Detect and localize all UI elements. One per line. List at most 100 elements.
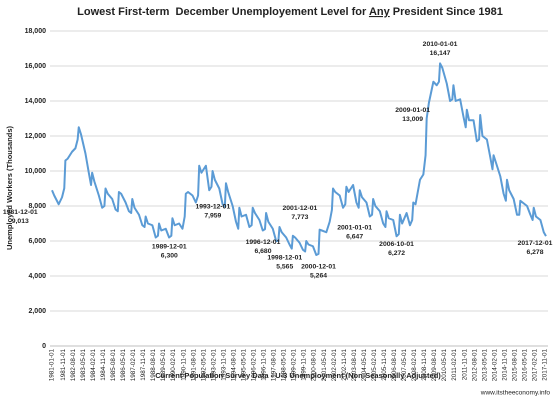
annotation-date: 2001-12-01 [283, 205, 318, 212]
title-part: President Since 1981 [390, 6, 503, 18]
x-tick-label: 1990-02-01 [170, 349, 177, 382]
x-tick-label: 2008-11-01 [421, 349, 428, 381]
annotation: 1996-12-01 6,680 [246, 239, 281, 255]
y-tick-label: 18,000 [25, 28, 47, 35]
annotation-value: 5,565 [276, 263, 293, 270]
x-tick-label: 1987-02-01 [130, 349, 137, 382]
annotation-date: 2009-01-01 [395, 107, 430, 114]
annotation-date: 1981-12-01 [3, 209, 38, 216]
x-tick-label: 1993-11-01 [220, 349, 227, 381]
x-tick-label: 1993-02-01 [210, 349, 217, 382]
y-tick-label: 8,000 [28, 203, 46, 210]
y-tick-label: 12,000 [25, 133, 47, 140]
x-tick-label: 1997-08-01 [271, 349, 278, 382]
x-tick-label: 1984-02-01 [90, 349, 97, 382]
annotation: 2000-12-01 5,264 [301, 264, 336, 280]
x-tick-label: 2013-05-01 [481, 349, 488, 382]
annotation: 2001-12-01 7,773 [283, 205, 318, 221]
annotation: 1989-12-01 6,300 [152, 244, 187, 260]
x-tick-label: 2014-02-01 [491, 349, 498, 382]
x-tick-label: 1996-11-01 [261, 349, 268, 381]
x-tick-label: 1982-08-01 [70, 349, 77, 382]
annotation: 2001-01-01 6,647 [337, 224, 372, 240]
annotation-value: 7,773 [291, 214, 308, 221]
x-tick-label: 2005-11-01 [381, 349, 388, 381]
data-line [51, 62, 547, 256]
annotation-date: 2017-12-01 [518, 240, 553, 247]
x-tick-label: 1986-05-01 [120, 349, 127, 382]
x-axis-label: Current Population Survey Data - U-3 Une… [155, 371, 441, 380]
x-tick-label: 1999-11-01 [301, 349, 308, 381]
x-tick-label: 2014-11-01 [501, 349, 508, 381]
x-tick-label: 1999-02-01 [291, 349, 298, 382]
annotation: 2010-01-01 16,147 [423, 41, 458, 57]
annotation-date: 1996-12-01 [246, 239, 281, 246]
source: www.itstheeconomy.info [480, 390, 551, 397]
y-tick-label: 6,000 [28, 238, 46, 245]
annotation-date: 2010-01-01 [423, 41, 458, 48]
x-tick-label: 1988-08-01 [150, 349, 157, 382]
annotation-date: 1998-12-01 [267, 254, 302, 261]
title-emphasis: Any [369, 6, 391, 18]
x-tick-label: 1992-05-01 [200, 349, 207, 382]
annotation: 1981-12-01 9,013 [3, 209, 38, 225]
x-tick-label: 1998-05-01 [281, 349, 288, 382]
y-tick-label: 2,000 [28, 308, 46, 315]
annotation: 2009-01-01 13,009 [395, 107, 430, 123]
x-tick-label: 2000-08-01 [311, 349, 318, 382]
annotation-value: 6,272 [388, 250, 405, 257]
title-part: Lowest First-term December Unemployement… [77, 6, 369, 18]
x-tick-label: 1987-11-01 [140, 349, 147, 381]
y-axis-label: Unemployed Workers (Thousands) [5, 125, 14, 250]
x-tick-label: 1985-08-01 [110, 349, 117, 382]
x-tick-label: 2017-11-01 [542, 349, 549, 381]
annotation: 2017-12-01 6,278 [518, 240, 553, 256]
x-tick-label: 2001-05-01 [321, 349, 328, 382]
x-tick-label: 1996-02-01 [251, 349, 258, 382]
annotation-value: 6,300 [161, 253, 178, 260]
x-tick-label: 1995-05-01 [240, 349, 247, 382]
annotation-value: 16,147 [430, 50, 451, 57]
x-tick-label: 1983-05-01 [80, 349, 87, 382]
x-tick-label: 2012-08-01 [471, 349, 478, 382]
x-tick-label: 2002-02-01 [331, 349, 338, 382]
annotation-date: 2000-12-01 [301, 264, 336, 271]
x-tick-label: 1990-11-01 [180, 349, 187, 381]
x-tick-label: 2003-08-01 [351, 349, 358, 382]
x-tick-label: 1981-01-01 [49, 349, 56, 382]
x-tick-label: 2011-11-01 [461, 349, 468, 381]
x-tick-label: 2007-05-01 [401, 349, 408, 382]
annotation: 1998-12-01 5,565 [267, 254, 302, 270]
annotation: 1993-12-01 7,959 [195, 204, 230, 220]
x-tick-label: 2017-02-01 [532, 349, 539, 382]
y-tick-label: 0 [42, 343, 46, 350]
x-tick-label: 2009-08-01 [431, 349, 438, 382]
x-tick-label: 1989-05-01 [160, 349, 167, 382]
chart-title: Lowest First-term December Unemployement… [77, 6, 503, 18]
x-tick-label: 2004-05-01 [361, 349, 368, 382]
annotation-value: 6,278 [526, 249, 543, 256]
x-tick-label: 2015-08-01 [511, 349, 518, 382]
y-tick-label: 4,000 [28, 273, 46, 280]
annotation-date: 1993-12-01 [195, 204, 230, 211]
annotation-date: 2001-01-01 [337, 224, 372, 231]
annotation-value: 6,680 [254, 248, 271, 255]
annotation-date: 2006-10-01 [379, 241, 414, 248]
annotation-value: 7,959 [204, 213, 221, 220]
x-tick-label: 1984-11-01 [100, 349, 107, 381]
annotation-value: 5,264 [310, 273, 327, 280]
x-tick-label: 2010-05-01 [441, 349, 448, 382]
x-tick-label: 2011-02-01 [451, 349, 458, 381]
annotation-date: 1989-12-01 [152, 244, 187, 251]
annotation-value: 6,647 [346, 233, 363, 240]
annotation-value: 13,009 [402, 116, 423, 123]
annotation-value: 9,013 [12, 218, 29, 225]
annotation: 2006-10-01 6,272 [379, 241, 414, 257]
x-tick-label: 2016-05-01 [521, 349, 528, 382]
x-tick-label: 1994-08-01 [230, 349, 237, 382]
y-tick-label: 10,000 [25, 168, 47, 175]
x-tick-label: 2008-02-01 [411, 349, 418, 382]
x-tick-label: 1991-08-01 [190, 349, 197, 382]
